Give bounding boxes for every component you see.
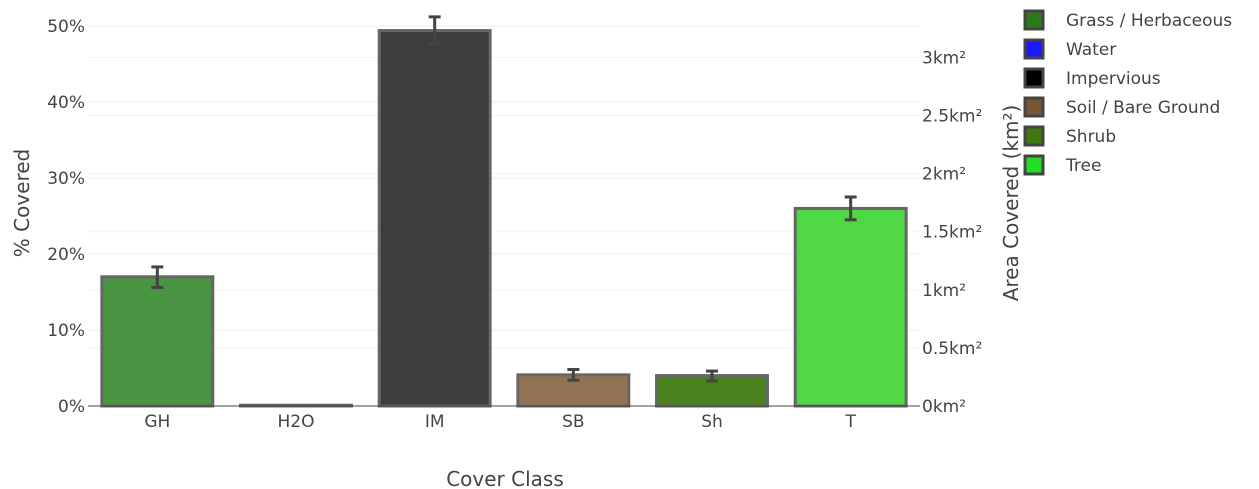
x-axis-ticks: GH H2O IM SB Sh T: [144, 412, 856, 432]
y-tick-label: 30%: [47, 169, 85, 189]
error-bar-sh: [706, 369, 718, 383]
error-bar-gh: [151, 265, 164, 289]
y-tick-label: 50%: [47, 17, 85, 37]
y2-tick-label: 1km²: [922, 281, 966, 301]
legend-item[interactable]: Grass / Herbaceous: [1023, 9, 1232, 31]
bar-gh[interactable]: [100, 275, 215, 408]
legend-label: Shrub: [1066, 127, 1116, 147]
legend-swatch: [1023, 9, 1045, 31]
bar-t[interactable]: [793, 206, 908, 408]
legend-swatch: [1023, 96, 1045, 118]
y-tick-label: 40%: [47, 93, 85, 113]
legend[interactable]: Grass / Herbaceous Water Impervious Soil / …: [1023, 9, 1232, 176]
y2-tick-label: 1.5km²: [922, 223, 982, 243]
y2-tick-label: 0km²: [922, 397, 966, 417]
y-axis-ticks: 0% 10% 20% 30% 40% 50%: [47, 17, 85, 417]
gridlines: [88, 25, 920, 349]
y2-tick-label: 2.5km²: [922, 106, 982, 126]
error-bar-sb: [567, 368, 580, 382]
y-axis-title: % Covered: [10, 149, 34, 258]
error-bar-im: [428, 15, 441, 45]
legend-label: Soil / Bare Ground: [1066, 98, 1220, 118]
error-bars: [151, 15, 857, 383]
x-tick-label: Sh: [701, 412, 723, 432]
bars: [100, 29, 908, 408]
x-tick-label: T: [844, 412, 856, 432]
legend-item[interactable]: Soil / Bare Ground: [1023, 96, 1220, 118]
legend-item[interactable]: Impervious: [1023, 67, 1161, 89]
legend-label: Water: [1066, 40, 1116, 60]
x-tick-label: H2O: [278, 412, 315, 432]
y2-tick-label: 2km²: [922, 165, 966, 185]
y2-tick-label: 0.5km²: [922, 339, 982, 359]
y-tick-label: 0%: [58, 397, 85, 417]
error-bar-t: [844, 195, 857, 222]
y2-tick-label: 3km²: [922, 48, 966, 68]
x-tick-label: SB: [562, 412, 584, 432]
legend-label: Impervious: [1066, 69, 1161, 89]
x-axis-title: Cover Class: [446, 467, 564, 489]
legend-swatch: [1023, 125, 1045, 147]
y-tick-label: 10%: [47, 321, 85, 341]
legend-label: Grass / Herbaceous: [1066, 11, 1232, 31]
x-tick-label: GH: [144, 412, 170, 432]
y2-axis-title: Area Covered (km²): [999, 105, 1023, 302]
legend-swatch: [1023, 38, 1045, 60]
legend-item[interactable]: Shrub: [1023, 125, 1116, 147]
y-tick-label: 20%: [47, 245, 85, 265]
x-tick-label: IM: [425, 412, 445, 432]
legend-swatch: [1023, 67, 1045, 89]
bar-im[interactable]: [377, 29, 492, 408]
legend-swatch: [1023, 154, 1045, 176]
legend-label: Tree: [1065, 156, 1101, 176]
legend-item[interactable]: Water: [1023, 38, 1116, 60]
legend-item[interactable]: Tree: [1023, 154, 1101, 176]
y2-axis-ticks: 0km² 0.5km² 1km² 1.5km² 2km² 2.5km² 3km²: [922, 48, 982, 417]
